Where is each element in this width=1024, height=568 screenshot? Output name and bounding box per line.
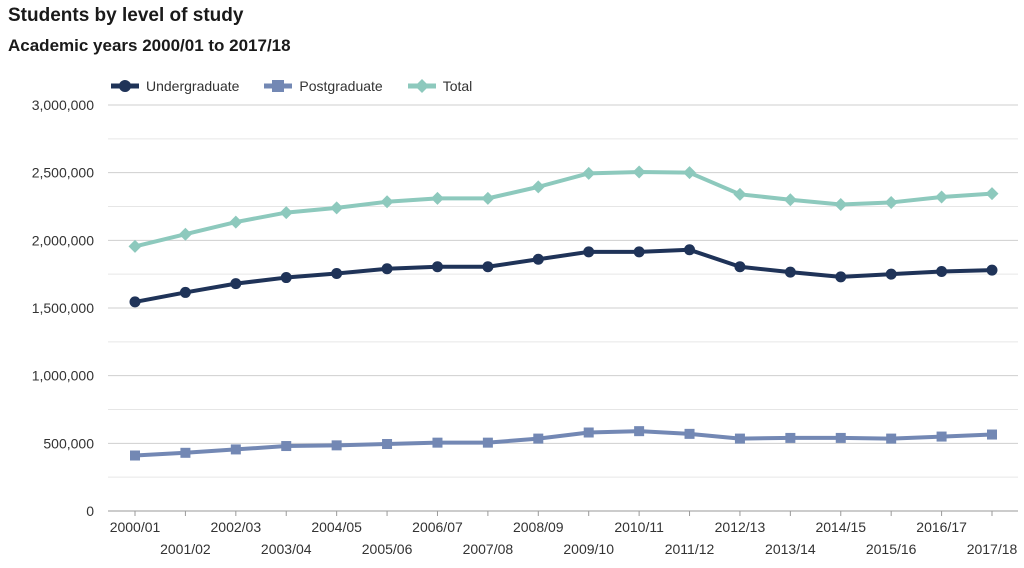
data-point-undergraduate [482, 261, 494, 273]
data-point-undergraduate [633, 246, 645, 258]
x-tick-label: 2016/17 [916, 519, 967, 535]
data-point-postgraduate [180, 447, 191, 458]
data-point-total [229, 215, 243, 229]
data-point-undergraduate [381, 263, 393, 275]
series-line-undergraduate [133, 247, 994, 304]
data-point-postgraduate [886, 433, 897, 444]
data-point-undergraduate [179, 286, 191, 298]
data-point-postgraduate [482, 437, 493, 448]
x-tick-label: 2013/14 [765, 541, 816, 557]
data-point-undergraduate [885, 268, 897, 280]
series-line-total [133, 169, 994, 249]
data-point-total [683, 166, 697, 180]
data-point-postgraduate [130, 450, 140, 461]
data-point-undergraduate [280, 272, 292, 284]
x-tick-label: 2010/11 [614, 519, 664, 535]
data-point-total [481, 191, 495, 205]
data-point-postgraduate [281, 441, 292, 452]
y-tick-label: 1,000,000 [32, 368, 94, 384]
y-tick-label: 2,500,000 [32, 165, 94, 181]
series-line-postgraduate [133, 429, 994, 458]
data-point-postgraduate [432, 437, 443, 448]
x-tick-label: 2011/12 [665, 541, 715, 557]
y-tick-label: 2,000,000 [32, 232, 94, 248]
data-point-total [128, 239, 142, 253]
data-point-undergraduate [734, 261, 746, 273]
data-point-postgraduate [936, 431, 947, 442]
data-point-total [733, 187, 747, 201]
y-tick-label: 0 [86, 503, 94, 519]
data-point-total [582, 166, 596, 180]
data-point-postgraduate [382, 439, 393, 450]
data-point-total [985, 187, 999, 201]
x-tick-label: 2001/02 [160, 541, 211, 557]
data-point-total [531, 180, 545, 194]
x-tick-label: 2015/16 [866, 541, 917, 557]
data-point-postgraduate [331, 440, 342, 451]
data-point-total [330, 201, 344, 215]
y-tick-label: 3,000,000 [32, 97, 94, 113]
x-tick-label: 2004/05 [311, 519, 362, 535]
data-point-total [178, 227, 192, 241]
data-point-total [632, 165, 646, 179]
x-tick-label: 2012/13 [715, 519, 766, 535]
legend: Undergraduate Postgraduate Total [110, 78, 496, 94]
data-point-undergraduate [684, 244, 696, 256]
legend-swatch-undergraduate [111, 80, 139, 92]
data-point-undergraduate [835, 271, 847, 283]
data-point-undergraduate [784, 266, 796, 278]
x-tick-label: 2005/06 [362, 541, 413, 557]
x-tick-label: 2009/10 [563, 541, 614, 557]
data-point-undergraduate [331, 267, 343, 279]
legend-label-total: Total [442, 78, 473, 94]
data-point-undergraduate [986, 264, 998, 276]
data-point-undergraduate [583, 246, 595, 258]
x-tick-label: 2017/18 [967, 541, 1018, 557]
x-tick-label: 2003/04 [261, 541, 312, 557]
data-point-total [380, 195, 394, 209]
data-point-postgraduate [634, 426, 645, 437]
chart-title: Students by level of study [8, 5, 244, 26]
data-point-undergraduate [129, 296, 141, 308]
legend-swatch-postgraduate [264, 80, 293, 92]
chart-subtitle: Academic years 2000/01 to 2017/18 [8, 36, 291, 55]
data-point-total [935, 190, 949, 204]
data-point-undergraduate [936, 265, 948, 277]
legend-label-postgraduate: Postgraduate [299, 78, 383, 94]
x-tick-label: 2007/08 [463, 541, 514, 557]
x-tick-label: 2000/01 [110, 519, 161, 535]
data-point-postgraduate [987, 429, 997, 440]
data-point-postgraduate [684, 428, 695, 439]
legend-label-undergraduate: Undergraduate [146, 78, 240, 94]
data-point-total [884, 195, 898, 209]
x-tick-label: 2006/07 [412, 519, 463, 535]
data-point-total [834, 197, 848, 211]
x-tick-label: 2014/15 [815, 519, 866, 535]
data-point-postgraduate [835, 432, 846, 443]
data-point-undergraduate [431, 261, 443, 273]
legend-swatch-total [407, 79, 436, 93]
data-point-postgraduate [230, 444, 241, 455]
data-point-total [430, 191, 444, 205]
data-point-undergraduate [532, 253, 544, 265]
x-tick-label: 2008/09 [513, 519, 564, 535]
data-point-undergraduate [230, 278, 242, 290]
data-point-postgraduate [785, 432, 796, 443]
y-tick-label: 500,000 [43, 435, 94, 451]
x-tick-label: 2002/03 [211, 519, 262, 535]
legend-item-total[interactable]: Total [407, 78, 473, 94]
data-point-total [279, 206, 293, 220]
y-tick-label: 1,500,000 [32, 300, 94, 316]
data-point-total [783, 193, 797, 207]
data-point-postgraduate [734, 433, 745, 444]
data-point-postgraduate [583, 427, 594, 438]
legend-item-undergraduate[interactable]: Undergraduate [110, 78, 239, 94]
data-point-postgraduate [533, 433, 544, 444]
legend-item-postgraduate[interactable]: Postgraduate [263, 78, 383, 94]
